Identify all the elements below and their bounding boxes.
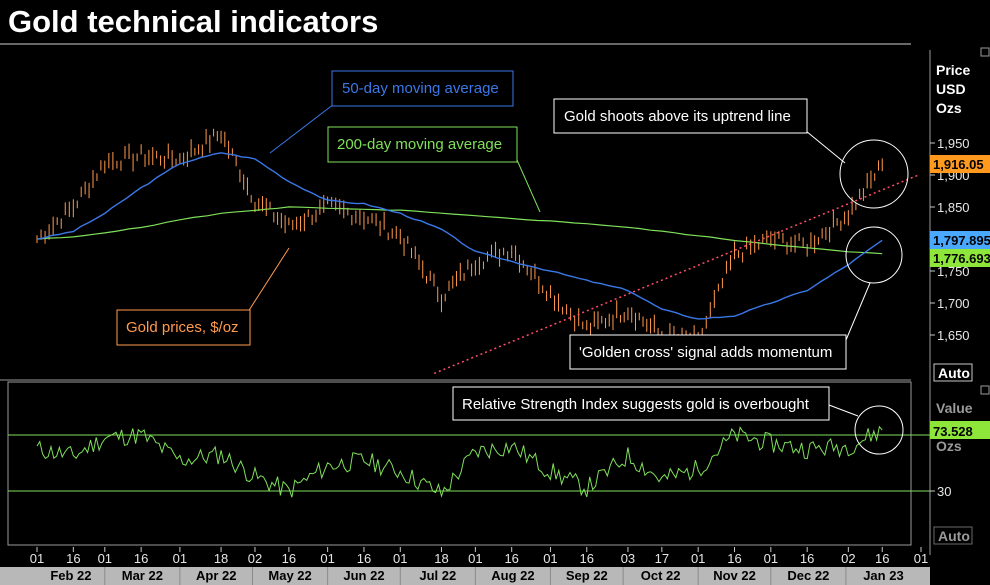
x-tick-label: 16 (800, 551, 814, 566)
x-tick-label: 01 (173, 551, 187, 566)
price-tick-label: 1,750 (937, 264, 970, 279)
x-tick-label: 02 (841, 551, 855, 566)
x-tick-label: 01 (543, 551, 557, 566)
price-axis-header-line2: USD (936, 81, 966, 97)
x-tick-label: 01 (764, 551, 778, 566)
x-tick-label: 01 (393, 551, 407, 566)
x-tick-label: 01 (320, 551, 334, 566)
x-tick-label: 01 (98, 551, 112, 566)
ma50-annotation: 50-day moving average (331, 70, 514, 107)
price-last-tag: 1,916.05 (930, 155, 990, 173)
ma50-leader-line (269, 103, 335, 154)
x-month-label: Aug 22 (491, 568, 534, 583)
x-tick-label: 01 (30, 551, 44, 566)
price-auto-label: Auto (938, 365, 970, 381)
x-tick-label: 16 (580, 551, 594, 566)
rsi-panel-frame (7, 381, 912, 546)
x-tick-label: 16 (727, 551, 741, 566)
x-tick-label: 01 (468, 551, 482, 566)
panel-menu-icon[interactable] (980, 47, 990, 57)
uptrend-highlight-circle (839, 139, 909, 209)
price-tick-label: 1,700 (937, 296, 970, 311)
x-tick-label: 01 (914, 551, 928, 566)
x-tick-label: 16 (66, 551, 80, 566)
price-last-value: 1,916.05 (933, 157, 984, 172)
uptrend-line (433, 174, 919, 375)
x-month-label: Jan 23 (863, 568, 903, 583)
rsi-last-value: 73.528 (933, 424, 973, 439)
x-tick-label: 17 (655, 551, 669, 566)
x-month-label: May 22 (268, 568, 311, 583)
ma50-line (36, 152, 883, 320)
x-month-label: Nov 22 (713, 568, 756, 583)
ma50-annotation-text: 50-day moving average (342, 80, 499, 97)
ma200-annotation-text: 200-day moving average (337, 136, 502, 153)
ma50-last-tag: 1,797.895 (930, 231, 990, 249)
rsi-axis-header-line2: Ozs (936, 438, 962, 454)
rsi-last-tag: 73.528 (930, 421, 990, 439)
price-axis-header-line1: Price (936, 62, 970, 78)
rsi-axis-header-line1: Value (936, 400, 973, 416)
x-month-label: Sep 22 (566, 568, 608, 583)
x-month-label: Dec 22 (787, 568, 829, 583)
x-tick-label: 03 (621, 551, 635, 566)
ma50-last-value: 1,797.895 (933, 233, 990, 248)
x-tick-label: 16 (134, 551, 148, 566)
rsi-leader-line (828, 404, 859, 417)
x-tick-label: 02 (248, 551, 262, 566)
golden-cross-annotation: 'Golden cross' signal adds momentum (569, 334, 847, 370)
ma200-line (36, 206, 883, 255)
x-tick-label: 16 (875, 551, 889, 566)
price-axis-header-line3: Ozs (936, 100, 962, 116)
price-tick-label: 1,850 (937, 200, 970, 215)
prices-annotation-text: Gold prices, $/oz (126, 319, 239, 336)
ma200-last-value: 1,776.693 (933, 251, 990, 266)
rsi-annotation: Relative Strength Index suggests gold is… (452, 386, 830, 421)
x-month-label: Oct 22 (641, 568, 681, 583)
x-tick-label: 18 (434, 551, 448, 566)
rsi-panel-menu-icon[interactable] (980, 385, 990, 395)
price-auto-button[interactable]: Auto (933, 363, 973, 382)
x-month-label: Jun 22 (343, 568, 384, 583)
rsi-auto-label: Auto (938, 528, 970, 544)
x-tick-label: 01 (691, 551, 705, 566)
x-tick-label: 16 (357, 551, 371, 566)
uptrend-annotation-text: Gold shoots above its uptrend line (564, 108, 791, 125)
x-month-label: Feb 22 (50, 568, 91, 583)
golden-cross-leader-line (845, 282, 871, 341)
price-tick-label: 1,650 (937, 328, 970, 343)
x-axis-month-labels: Feb 22 Mar 22 Apr 22 May 22 Jun 22 Jul 22 Aug … (50, 567, 904, 585)
prices-leader-line (245, 247, 290, 316)
rsi-auto-button[interactable]: Auto (933, 526, 973, 545)
x-month-label: Apr 22 (196, 568, 236, 583)
rsi-tick-label: 30 (937, 484, 951, 499)
x-tick-label: 16 (282, 551, 296, 566)
x-month-label: Mar 22 (122, 568, 163, 583)
golden-cross-highlight-circle (845, 226, 903, 284)
rsi-line (36, 425, 883, 498)
ma200-last-tag: 1,776.693 (930, 249, 990, 267)
golden-cross-annotation-text: 'Golden cross' signal adds momentum (579, 344, 832, 361)
chart-title: Gold technical indicators (8, 4, 378, 39)
x-tick-label: 16 (504, 551, 518, 566)
ma200-leader-line (516, 159, 541, 213)
prices-annotation: Gold prices, $/oz (116, 309, 251, 346)
price-tick-label: 1,950 (937, 136, 970, 151)
rsi-highlight-circle (854, 405, 904, 455)
x-month-label: Jul 22 (419, 568, 456, 583)
x-tick-label: 18 (214, 551, 228, 566)
ma200-annotation: 200-day moving average (327, 126, 518, 163)
uptrend-leader-line (805, 130, 846, 164)
rsi-annotation-text: Relative Strength Index suggests gold is… (462, 396, 810, 413)
x-axis-day-ticks: 01 16 01 16 01 18 02 16 01 16 01 18 01 16 01 16 03 17 01 16… (30, 547, 928, 566)
uptrend-annotation: Gold shoots above its uptrend line (553, 98, 808, 134)
month-strip (0, 567, 930, 585)
